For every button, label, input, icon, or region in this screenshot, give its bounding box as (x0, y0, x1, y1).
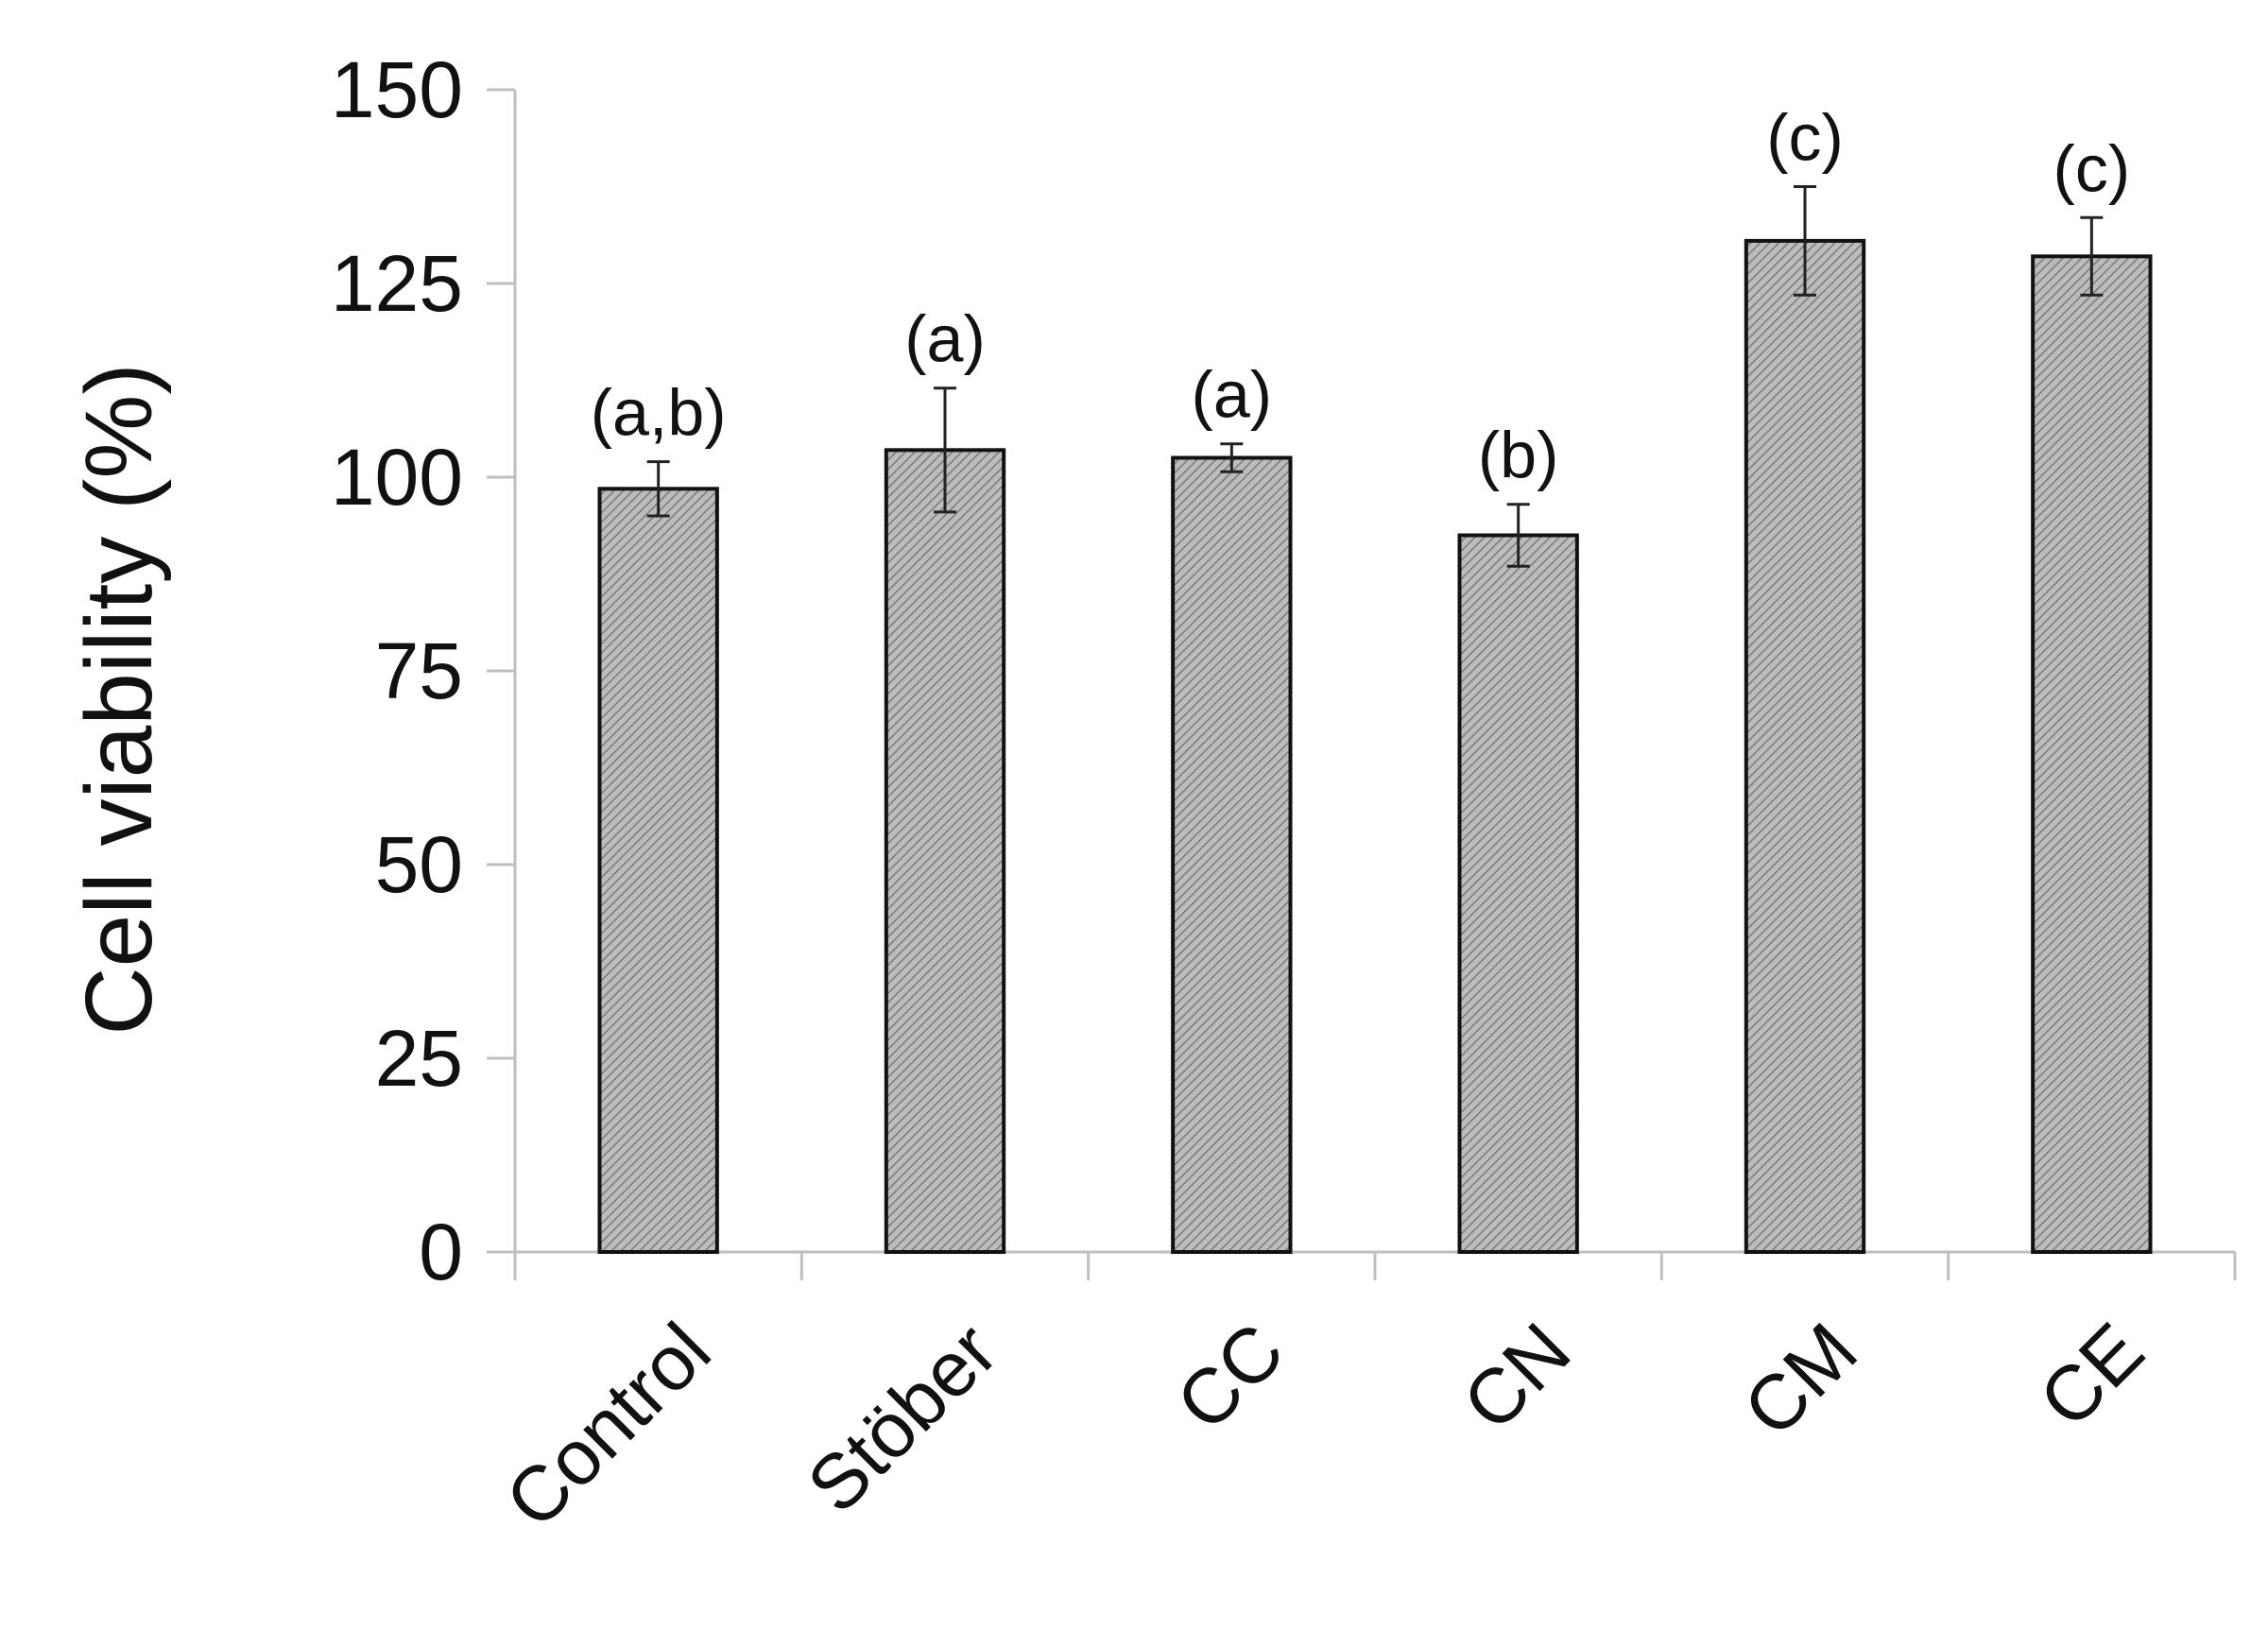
x-tick-label: CE (2023, 1307, 2160, 1444)
significance-label: (c) (2053, 131, 2131, 205)
error-bar (1220, 442, 1244, 473)
bar-control (597, 487, 719, 1254)
y-axis-label: Cell viability (%) (66, 363, 172, 1035)
x-tick-label: Stöber (792, 1307, 1014, 1529)
y-tick-label: 100 (331, 433, 463, 522)
error-bar (934, 386, 956, 514)
x-tick-label: CC (1160, 1307, 1300, 1447)
significance-label: (a,b) (591, 376, 727, 450)
significance-label: (a) (1192, 358, 1273, 432)
bar-cm (1744, 238, 1866, 1254)
bar-cc (1171, 455, 1293, 1254)
error-bar (2080, 215, 2104, 297)
significance-label: (c) (1766, 101, 1844, 175)
x-tick-label: CN (1447, 1307, 1587, 1447)
significance-label: (b) (1478, 419, 1559, 492)
bar-ce (2031, 254, 2153, 1254)
y-tick-label: 150 (331, 45, 463, 134)
y-tick-label: 125 (331, 239, 463, 328)
x-tick-label: CM (1727, 1307, 1874, 1453)
error-bar (1794, 185, 1816, 297)
error-bars (646, 185, 2104, 568)
category-labels: Control Stöber CC CN CM CE (490, 1307, 2160, 1544)
y-axis: 0 25 50 75 100 125 150 (331, 45, 517, 1296)
bar-stber (884, 448, 1006, 1254)
y-tick-label: 75 (375, 626, 463, 715)
x-axis (513, 1250, 2237, 1280)
bar-series (597, 238, 2153, 1254)
x-tick-label: Control (490, 1307, 727, 1544)
bar-cn (1457, 533, 1579, 1254)
y-tick-label: 0 (419, 1208, 463, 1296)
y-tick-label: 50 (375, 820, 463, 909)
error-bar (1506, 503, 1530, 568)
significance-labels: (a,b) (a) (a) (b) (c) (c) (591, 101, 2130, 492)
y-tick-label: 25 (375, 1014, 463, 1103)
error-bar (646, 460, 670, 518)
significance-label: (a) (904, 302, 986, 376)
